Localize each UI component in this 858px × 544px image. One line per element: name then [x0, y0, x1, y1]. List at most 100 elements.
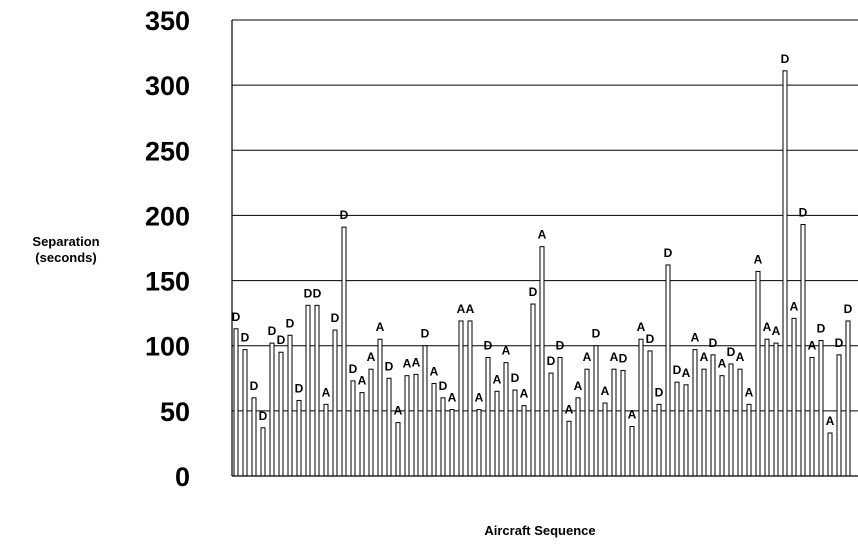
bar-label: A	[745, 385, 754, 399]
bar-label: A	[736, 350, 745, 364]
bar-label: D	[484, 338, 493, 352]
bar	[350, 380, 356, 477]
bar	[251, 397, 257, 477]
bar	[539, 246, 545, 477]
bars	[233, 70, 851, 477]
bar	[323, 403, 329, 477]
gridlines	[232, 19, 858, 412]
bar	[449, 409, 455, 477]
bar	[782, 70, 788, 477]
bar-label: A	[610, 350, 619, 364]
bar	[494, 390, 500, 477]
bar	[620, 369, 626, 477]
bar-label: A	[493, 372, 502, 386]
bar	[521, 405, 527, 477]
bar	[656, 403, 662, 477]
bar	[512, 389, 518, 477]
y-axis-label-line-1: Separation	[32, 234, 99, 249]
y-tick-label: 100	[145, 332, 190, 362]
bar	[557, 356, 563, 477]
bar	[260, 427, 266, 477]
bar-label: A	[826, 414, 835, 428]
bar-label: D	[304, 286, 313, 300]
bar	[728, 363, 734, 477]
bar	[287, 334, 293, 477]
bar-label: D	[250, 379, 259, 393]
bar-label: D	[835, 336, 844, 350]
bar-label: A	[808, 338, 817, 352]
bar	[602, 402, 608, 477]
bar-label: D	[655, 385, 664, 399]
bar-label: D	[277, 333, 286, 347]
y-axis-label-line-2: (seconds)	[35, 250, 96, 265]
bar-label: A	[583, 350, 592, 364]
bar-label: A	[682, 366, 691, 380]
bar-label: D	[232, 310, 241, 324]
bar	[638, 338, 644, 477]
bar	[827, 432, 833, 477]
bar-label: D	[259, 409, 268, 423]
bar-label: A	[376, 320, 385, 334]
bar-label: A	[790, 299, 799, 313]
bar-label: D	[592, 327, 601, 341]
bar	[674, 381, 680, 477]
bar	[377, 338, 383, 477]
bar-label: A	[466, 302, 475, 316]
bar-label: D	[727, 345, 736, 359]
bar-label: A	[457, 302, 466, 316]
bar-label: D	[619, 351, 628, 365]
bar	[467, 320, 473, 477]
bar	[809, 356, 815, 477]
bar-label: A	[628, 407, 637, 421]
bar	[836, 354, 842, 477]
bar	[773, 342, 779, 477]
bar	[341, 226, 347, 477]
bar	[440, 397, 446, 477]
bar-label: D	[385, 359, 394, 373]
bar	[701, 368, 707, 477]
bar	[458, 320, 464, 477]
bar-label: A	[403, 357, 412, 371]
bar	[764, 338, 770, 477]
bar	[818, 340, 824, 477]
bar-label: A	[394, 404, 403, 418]
bar	[503, 362, 509, 477]
bar-label: A	[322, 385, 331, 399]
bar	[566, 420, 572, 477]
bar	[314, 304, 320, 477]
bar	[269, 342, 275, 477]
bar	[575, 397, 581, 477]
bar-label: A	[520, 387, 529, 401]
bar-label: D	[268, 324, 277, 338]
y-tick-labels: 0 50 100 150 200 250 300 350	[145, 6, 190, 492]
y-tick-label: 200	[145, 201, 190, 231]
bar	[800, 224, 806, 477]
bar-label: D	[781, 52, 790, 66]
bar	[359, 392, 365, 477]
bar-label: A	[700, 350, 709, 364]
bar	[242, 349, 248, 477]
bar-label: D	[313, 286, 322, 300]
bar	[629, 425, 635, 477]
bar-label: D	[421, 327, 430, 341]
bar	[746, 403, 752, 477]
y-tick-label: 350	[145, 6, 190, 36]
bar-label: D	[331, 311, 340, 325]
bar-label: A	[565, 402, 574, 416]
bar-label: A	[601, 384, 610, 398]
bar-label: D	[295, 381, 304, 395]
bar	[476, 409, 482, 477]
bar-label: D	[340, 208, 349, 222]
bar-label: A	[358, 374, 367, 388]
bar	[719, 375, 725, 477]
bar-label: D	[664, 246, 673, 260]
bar	[404, 375, 410, 477]
y-tick-label: 0	[175, 462, 190, 492]
bar-label: D	[817, 322, 826, 336]
y-tick-label: 50	[160, 397, 190, 427]
bar-label: A	[772, 324, 781, 338]
bar	[485, 356, 491, 477]
bar-label: D	[556, 338, 565, 352]
